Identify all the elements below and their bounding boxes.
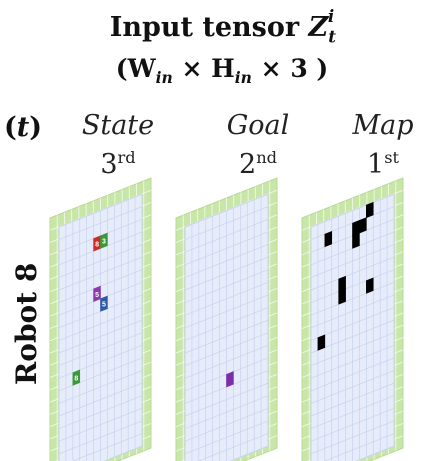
diagram-dimensions: (Win × Hin × 3 ) [0,54,444,87]
robot-cell [72,369,81,386]
grid-line [58,332,143,366]
order-suffix: nd [256,148,277,167]
dim-close: × 3 ) [251,54,329,83]
grid-line [310,345,395,379]
robot-cell-label: 3 [102,239,106,246]
grid-line [184,219,269,253]
time-open: ( [4,112,17,143]
grid-line [58,370,143,404]
grid-line [310,244,395,278]
obstacle-cell [366,201,374,219]
grid-line [58,256,143,291]
dim-mid: × H [172,54,235,83]
grid-line [184,256,269,291]
column-name-goal: Goal [226,110,290,141]
grid-line [58,244,143,278]
robot-cell-label: 8 [74,376,78,383]
grid-line [310,395,395,429]
column-name-map: Map [352,110,414,141]
obstacle-cell [366,277,374,294]
grid-line [310,382,395,417]
grid-line [310,256,395,291]
grid-line [184,382,269,417]
grid-line [184,282,269,316]
column-order-state: 3rd [58,148,178,180]
robot-cell-label: 8 [95,241,99,248]
diagram-title: Input tensor Zti [0,6,444,47]
grid-line [310,294,395,329]
robot-cell-label: 5 [95,292,99,299]
grid-line [310,332,395,366]
grid-line [310,408,395,442]
grid-line [184,307,269,341]
time-close: ) [29,112,43,143]
robot-cell [100,295,108,312]
time-symbol: t [16,112,30,143]
grid-line [184,244,269,278]
grid-line [58,420,143,455]
panel-map [301,177,404,461]
goal-cell [226,371,234,388]
order-number: 3 [100,149,118,180]
panel-goal [175,177,278,461]
grid-line [184,395,269,429]
obstacle-cell [317,334,326,351]
grid-line [184,294,269,329]
grid-line [184,319,269,354]
obstacle-cell [359,217,367,234]
grid-line [58,382,143,417]
order-number: 1 [367,149,385,180]
obstacle-cell [324,230,333,248]
obstacle-cell [338,288,346,305]
grid-line [58,395,143,429]
title-superscript: i [327,6,335,26]
grid-line [310,420,395,455]
grid-line [184,231,269,266]
title-text: Input tensor [109,12,309,43]
order-suffix: rd [117,148,136,167]
grid-line [310,269,395,303]
title-subscript: t [328,26,336,47]
dim-open: (W [115,54,156,83]
dim-height-sub: in [234,68,252,87]
grid-line [58,307,143,341]
grid-line [184,420,269,455]
grid-line [310,282,395,316]
order-number: 2 [239,149,257,180]
grid-line [58,408,143,442]
title-symbol: Z [308,12,329,43]
time-step-label: (t) [4,112,42,143]
column-name-state: State [81,110,155,141]
obstacle-cell [352,232,360,249]
dim-width-sub: in [155,68,173,87]
grid-line [58,319,143,354]
grid-line [184,269,269,303]
grid-line [184,345,269,379]
grid-line [58,206,143,240]
robot-cell [100,232,108,249]
robot-cell-label: 5 [102,302,106,309]
grid-line [184,408,269,442]
grid-line [184,206,269,240]
grid-line [184,332,269,366]
column-order-map: 1st [323,148,443,180]
order-suffix: st [384,148,399,167]
column-order-goal: 2nd [198,148,318,180]
grid-line [310,357,395,392]
grid-line [310,370,395,404]
